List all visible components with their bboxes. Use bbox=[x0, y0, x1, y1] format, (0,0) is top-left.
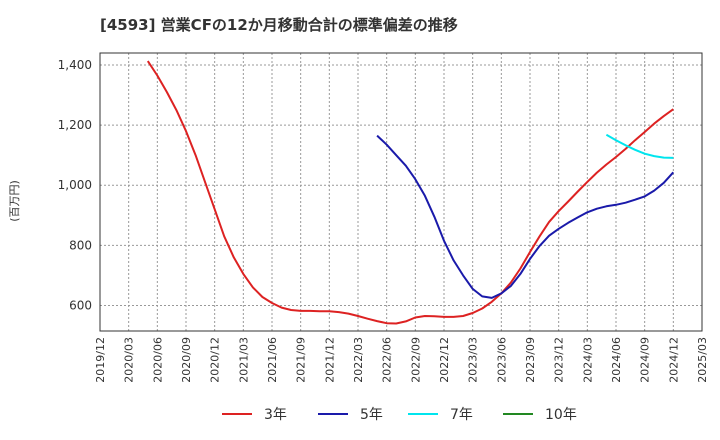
y-axis-label: (百万円) bbox=[8, 180, 21, 222]
x-tick-label: 2021/09 bbox=[295, 337, 308, 383]
x-tick-label: 2024/12 bbox=[667, 337, 680, 383]
x-tick-label: 2023/06 bbox=[495, 337, 508, 383]
x-tick-label: 2020/09 bbox=[180, 337, 193, 383]
x-tick-label: 2022/03 bbox=[352, 337, 365, 383]
legend-label: 3年 bbox=[264, 407, 287, 423]
series-line-5年 bbox=[376, 134, 675, 299]
x-tick-label: 2020/06 bbox=[151, 337, 164, 383]
x-tick-label: 2024/03 bbox=[581, 337, 594, 383]
x-tick-label: 2024/06 bbox=[610, 337, 623, 383]
y-tick-label: 1,000 bbox=[58, 178, 92, 192]
y-tick-label: 1,400 bbox=[58, 58, 92, 72]
x-tick-label: 2023/12 bbox=[553, 337, 566, 383]
x-tick-label: 2022/12 bbox=[438, 337, 451, 383]
x-tick-label: 2020/03 bbox=[123, 337, 136, 383]
y-tick-layer: 600 800 1,000 1,200 1,400 bbox=[58, 58, 92, 312]
plot-frame bbox=[99, 52, 703, 332]
x-tick-label: 2019/12 bbox=[94, 337, 107, 383]
x-tick-label: 2023/03 bbox=[467, 337, 480, 383]
x-tick-label: 2021/03 bbox=[237, 337, 250, 383]
x-tick-label: 2025/03 bbox=[696, 337, 709, 383]
legend-label: 5年 bbox=[360, 407, 383, 423]
y-tick-label: 600 bbox=[69, 298, 92, 312]
legend-label: 10年 bbox=[545, 407, 577, 423]
x-tick-label: 2022/09 bbox=[409, 337, 422, 383]
chart-title: [4593] 営業CFの12か月移動合計の標準偏差の推移 bbox=[100, 16, 458, 34]
y-tick-label: 800 bbox=[69, 238, 92, 252]
x-tick-label: 2021/06 bbox=[266, 337, 279, 383]
legend-label: 7年 bbox=[450, 407, 473, 423]
series-line-7年 bbox=[605, 133, 674, 159]
x-tick-layer: 2019/12 2020/03 2020/06 2020/09 2020/12 2021/… bbox=[94, 337, 709, 383]
y-tick-label: 1,200 bbox=[58, 118, 92, 132]
grid-layer bbox=[99, 53, 703, 331]
series-line-3年 bbox=[146, 60, 674, 325]
x-tick-label: 2022/06 bbox=[381, 337, 394, 383]
x-tick-label: 2020/12 bbox=[209, 337, 222, 383]
legend: 3年 5年 7年 10年 bbox=[222, 407, 577, 423]
x-tick-label: 2021/12 bbox=[323, 337, 336, 383]
x-tick-label: 2024/09 bbox=[639, 337, 652, 383]
x-tick-label: 2023/09 bbox=[524, 337, 537, 383]
series-layer bbox=[146, 60, 675, 325]
